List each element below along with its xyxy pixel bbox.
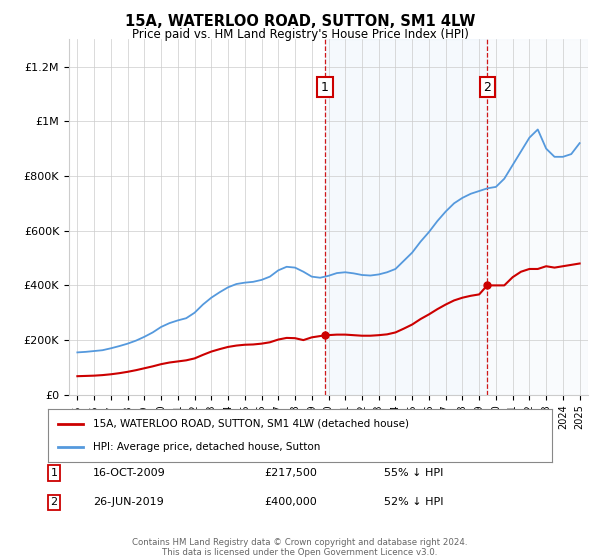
Text: £217,500: £217,500 — [264, 468, 317, 478]
Text: Price paid vs. HM Land Registry's House Price Index (HPI): Price paid vs. HM Land Registry's House … — [131, 28, 469, 41]
Text: £400,000: £400,000 — [264, 497, 317, 507]
Text: 52% ↓ HPI: 52% ↓ HPI — [384, 497, 443, 507]
Text: 15A, WATERLOO ROAD, SUTTON, SM1 4LW: 15A, WATERLOO ROAD, SUTTON, SM1 4LW — [125, 14, 475, 29]
Text: 1: 1 — [321, 81, 329, 94]
Text: 1: 1 — [50, 468, 58, 478]
Text: Contains HM Land Registry data © Crown copyright and database right 2024.
This d: Contains HM Land Registry data © Crown c… — [132, 538, 468, 557]
Text: 2: 2 — [50, 497, 58, 507]
Bar — [487, 39, 588, 395]
Text: 2: 2 — [483, 81, 491, 94]
Text: 55% ↓ HPI: 55% ↓ HPI — [384, 468, 443, 478]
Bar — [325, 39, 487, 395]
Text: 26-JUN-2019: 26-JUN-2019 — [93, 497, 164, 507]
Text: 15A, WATERLOO ROAD, SUTTON, SM1 4LW (detached house): 15A, WATERLOO ROAD, SUTTON, SM1 4LW (det… — [94, 419, 409, 429]
Text: 16-OCT-2009: 16-OCT-2009 — [93, 468, 166, 478]
Text: HPI: Average price, detached house, Sutton: HPI: Average price, detached house, Sutt… — [94, 442, 321, 452]
